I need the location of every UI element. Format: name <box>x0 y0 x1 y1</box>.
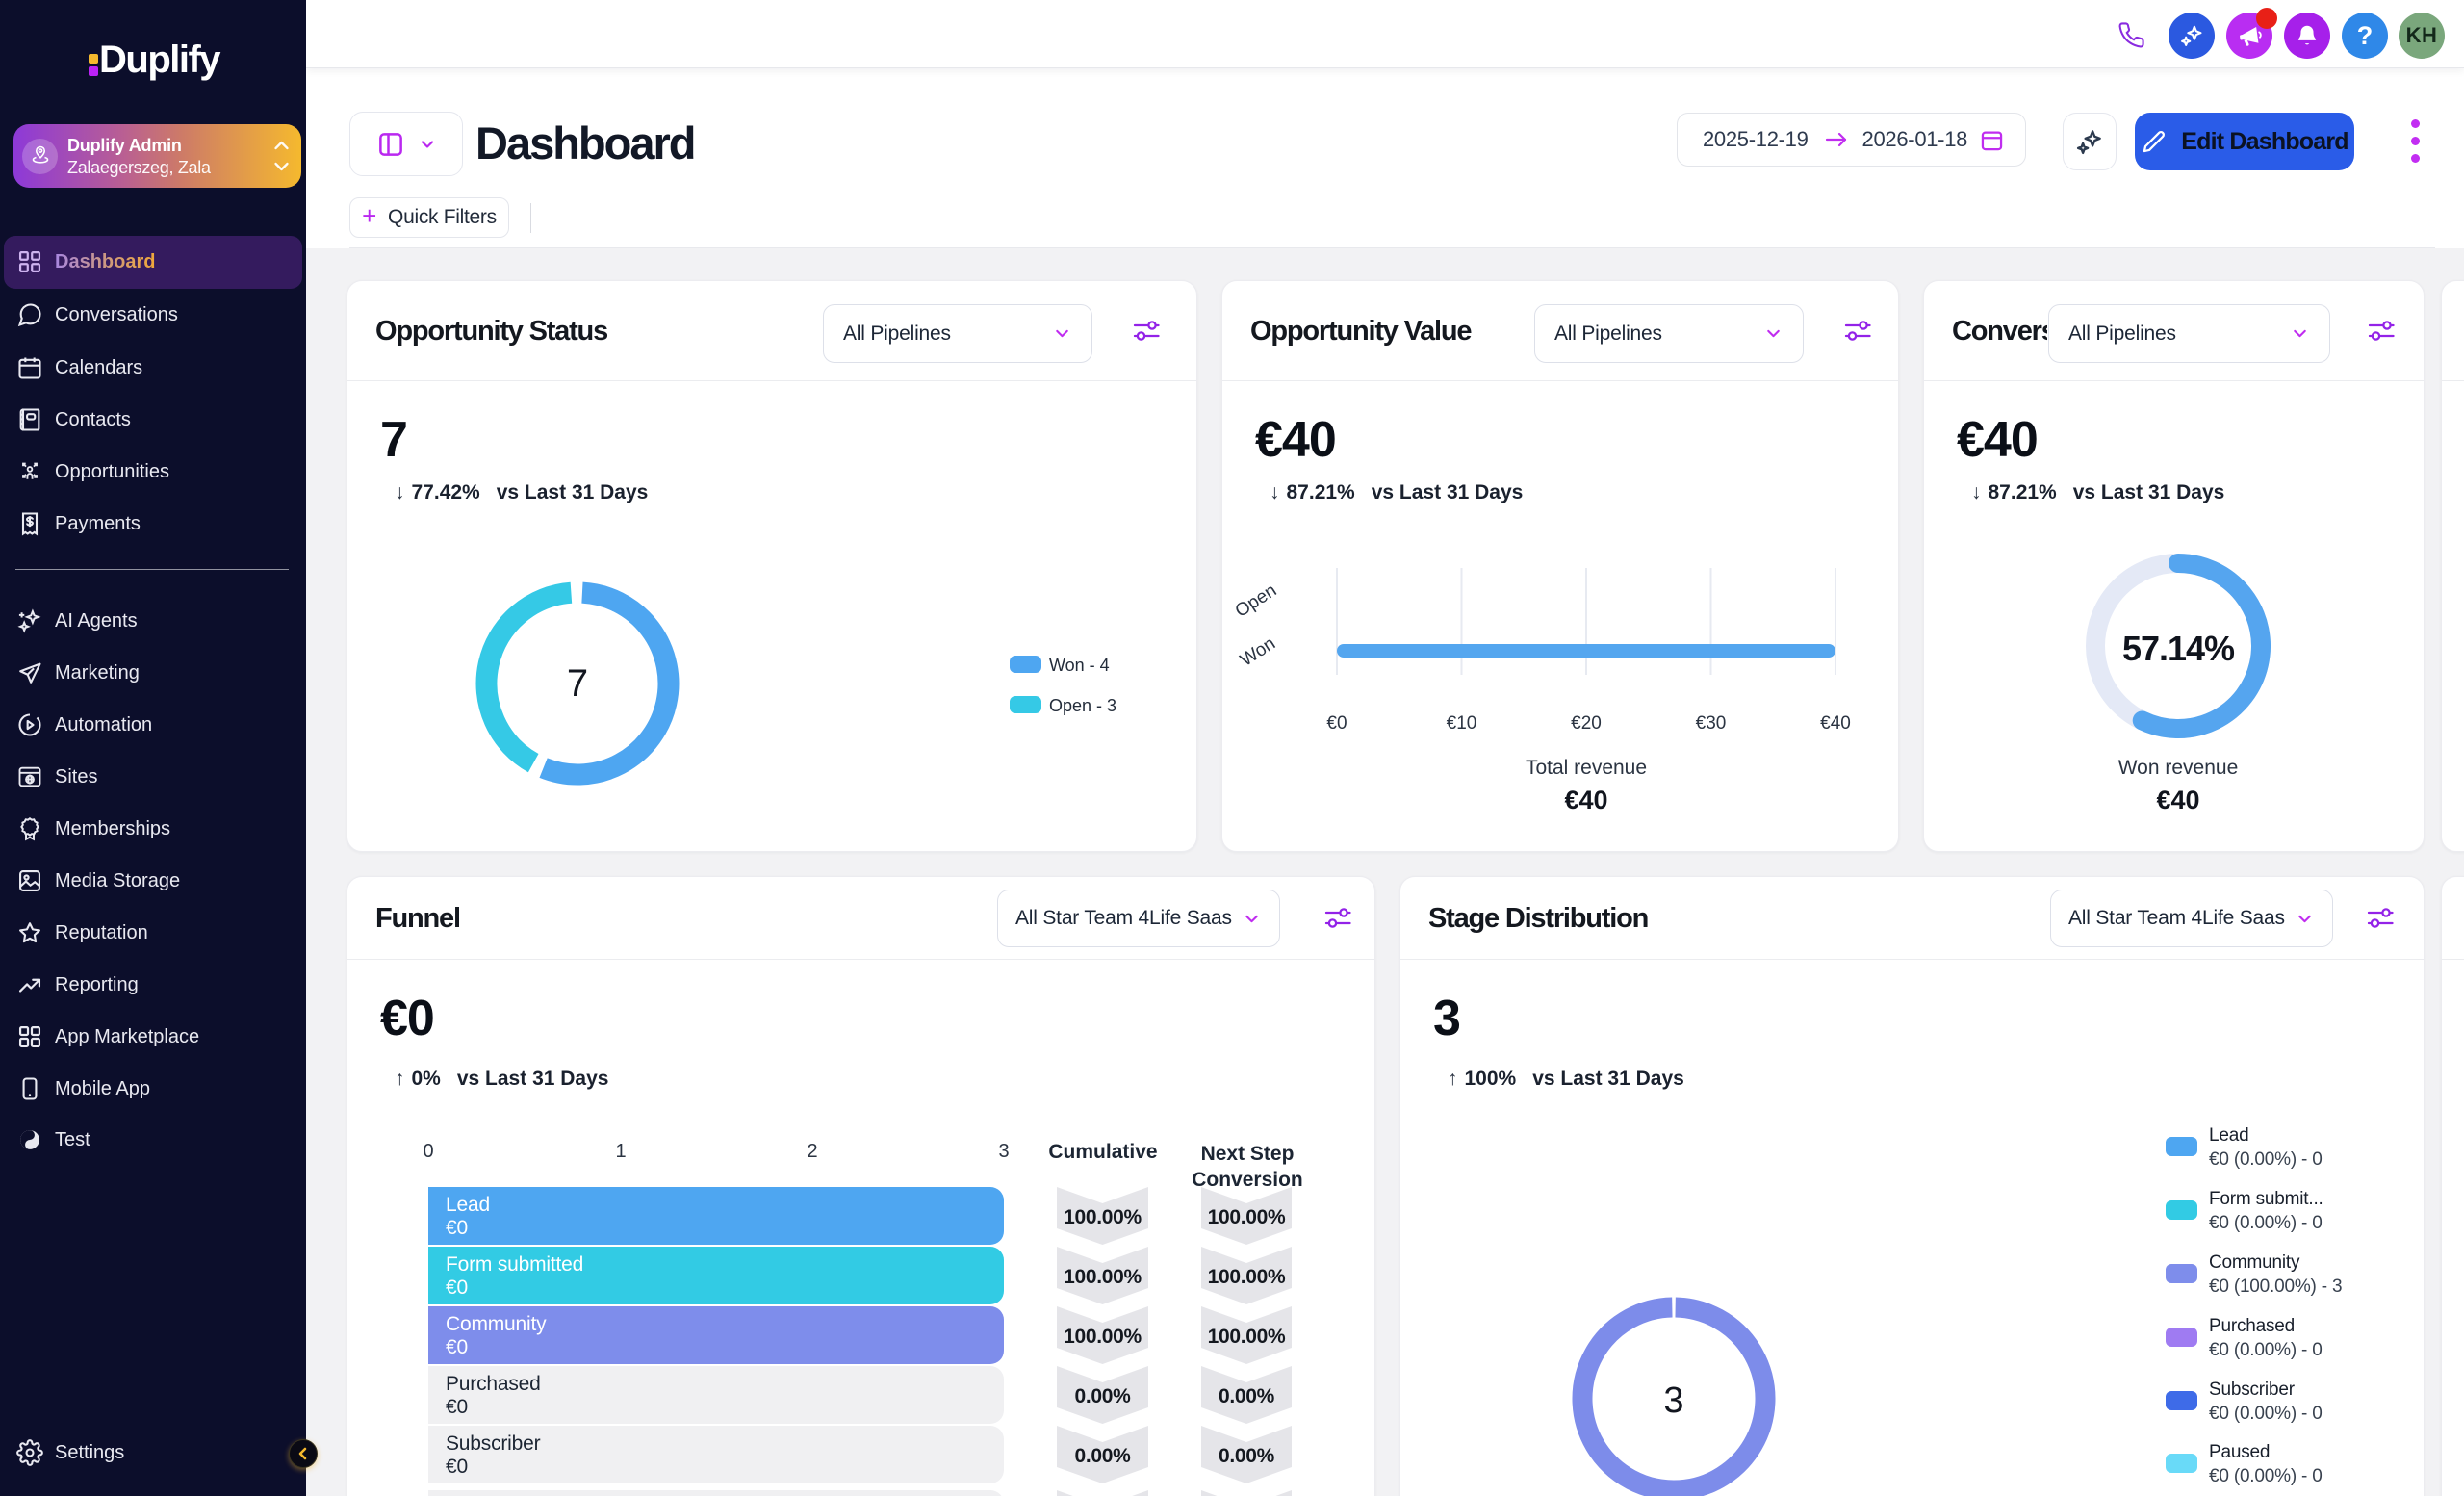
svg-text:Open: Open <box>1232 580 1280 622</box>
svg-text:€40: €40 <box>1820 713 1851 734</box>
svg-text:€0: €0 <box>1326 713 1347 734</box>
svg-text:€20: €20 <box>1571 713 1602 734</box>
svg-text:Won: Won <box>1237 633 1279 671</box>
svg-text:€10: €10 <box>1447 713 1477 734</box>
svg-text:€30: €30 <box>1696 713 1727 734</box>
